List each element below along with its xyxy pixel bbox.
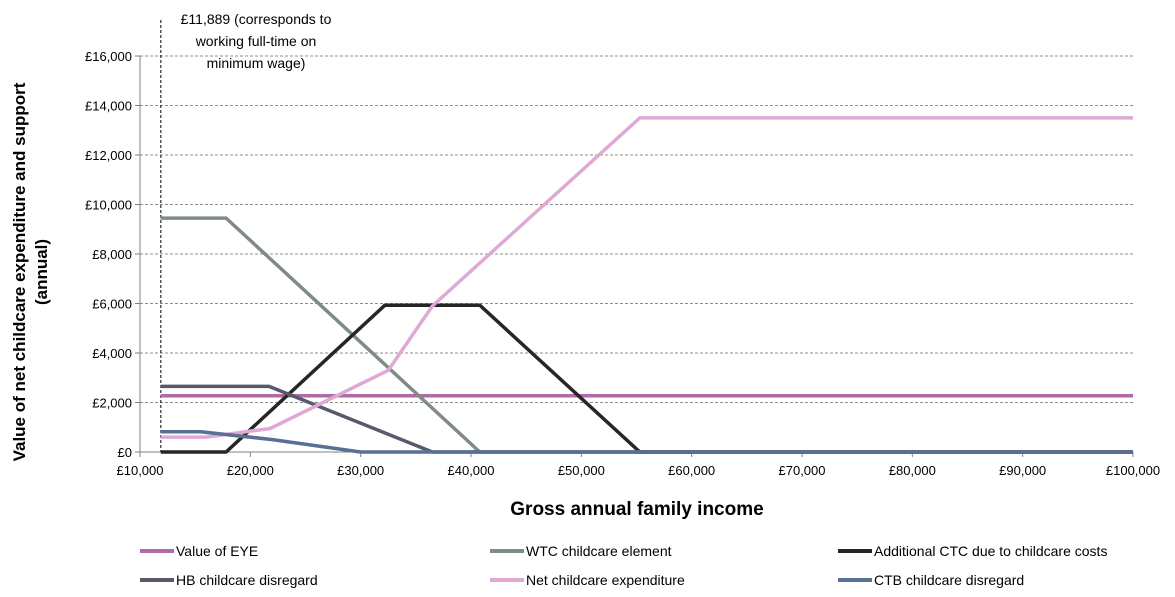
y-tick-labels: £0 £2,000 £4,000 £6,000 £8,000 £10,000 £12,000… [85, 49, 132, 460]
reference-annotation-line: working full-time on [195, 33, 317, 49]
x-tick-label: £20,000 [227, 463, 274, 478]
legend-item: HB childcare disregard [140, 572, 318, 588]
series-line-ctb-childcare-disregard [160, 429, 1133, 454]
series-line-wtc-childcare-element [160, 216, 1133, 454]
legend: Value of EYE WTC childcare element Additio… [140, 543, 1107, 588]
legend-item: WTC childcare element [490, 543, 672, 559]
series-group [160, 116, 1133, 454]
legend-label: Additional CTC due to childcare costs [874, 543, 1107, 559]
y-axis-title-line1: Value of net childcare expenditure and s… [10, 82, 29, 461]
y-tick-label: £12,000 [85, 148, 132, 163]
legend-label: HB childcare disregard [176, 572, 318, 588]
legend-item: CTB childcare disregard [838, 572, 1024, 588]
reference-annotation: £11,889 (corresponds to working full-time… [181, 11, 332, 71]
legend-label: Value of EYE [176, 543, 258, 559]
series-line-additional-ctc-due-to-childcare-costs [160, 303, 1133, 454]
y-tick-label: £0 [118, 445, 132, 460]
y-tick-label: £4,000 [92, 346, 132, 361]
series-line-net-childcare-expenditure [160, 116, 1133, 439]
x-tick-label: £40,000 [448, 463, 495, 478]
y-tick-label: £10,000 [85, 198, 132, 213]
y-axis-title-line2: (annual) [32, 239, 51, 305]
x-axis-title: Gross annual family income [510, 499, 763, 520]
reference-annotation-line: £11,889 (corresponds to [181, 11, 332, 27]
legend-item: Additional CTC due to childcare costs [838, 543, 1107, 559]
x-tick-labels: £10,000 £20,000 £30,000 £40,000 £50,000 £60,0… [117, 463, 1161, 478]
y-tick-label: £6,000 [92, 297, 132, 312]
x-tick-label: £10,000 [117, 463, 164, 478]
y-tick-label: £8,000 [92, 247, 132, 262]
grid-lines [140, 55, 1133, 403]
legend-label: Net childcare expenditure [526, 572, 685, 588]
legend-label: WTC childcare element [526, 543, 672, 559]
x-tick-label: £90,000 [999, 463, 1046, 478]
y-tick-label: £2,000 [92, 396, 132, 411]
legend-item: Net childcare expenditure [490, 572, 685, 588]
x-tick-label: £100,000 [1106, 463, 1160, 478]
x-tick-label: £70,000 [779, 463, 826, 478]
x-tick-label: £30,000 [337, 463, 384, 478]
legend-label: CTB childcare disregard [874, 572, 1024, 588]
legend-item: Value of EYE [140, 543, 258, 559]
x-tick-label: £60,000 [668, 463, 715, 478]
x-tick-label: £80,000 [889, 463, 936, 478]
reference-annotation-line: minimum wage) [207, 55, 306, 71]
y-tick-label: £16,000 [85, 49, 132, 64]
x-tick-label: £50,000 [558, 463, 605, 478]
y-tick-label: £14,000 [85, 99, 132, 114]
